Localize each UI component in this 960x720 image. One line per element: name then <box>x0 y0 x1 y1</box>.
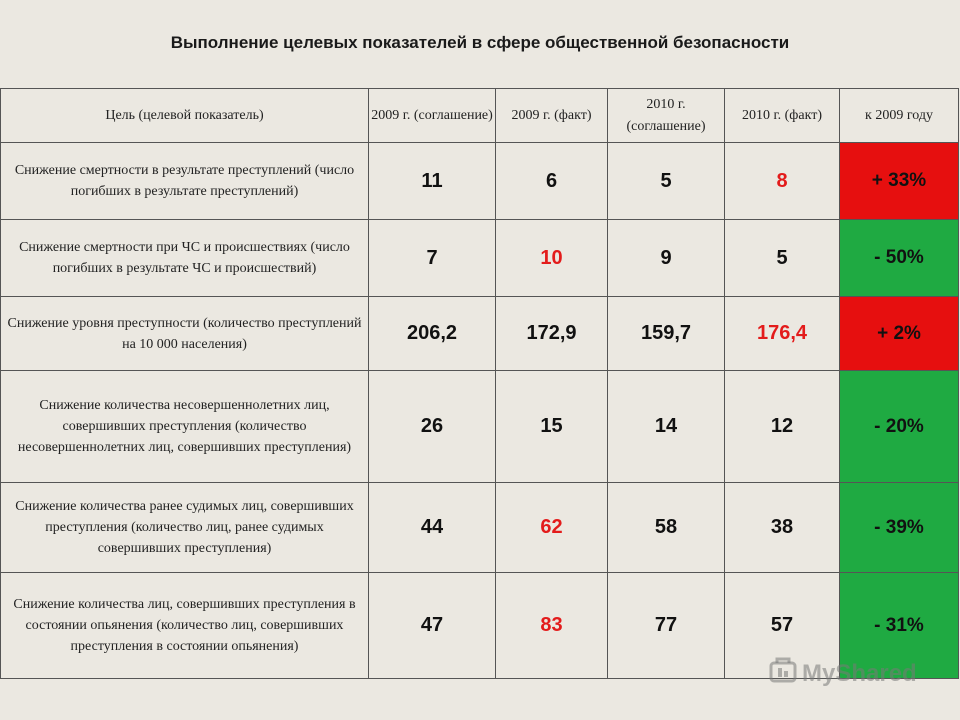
page-title: Выполнение целевых показателей в сфере о… <box>170 33 790 52</box>
value-2010-plan: 159,7 <box>607 296 725 371</box>
goal-cell: Снижение количества несовершеннолетних л… <box>0 370 369 483</box>
value-2009-plan: 11 <box>368 142 496 220</box>
value-2009-fact: 10 <box>495 219 608 297</box>
watermark-text: MyShared <box>802 659 917 687</box>
value-2010-plan: 14 <box>607 370 725 483</box>
value-2010-fact: 12 <box>724 370 840 483</box>
delta-cell: + 33% <box>839 142 959 220</box>
table-row: Снижение количества лиц, совершивших пре… <box>0 572 959 679</box>
value-2010-plan: 5 <box>607 142 725 220</box>
value-2009-fact: 15 <box>495 370 608 483</box>
header-2010-fact: 2010 г. (факт) <box>724 88 840 143</box>
table-row: Снижение уровня преступности (количество… <box>0 296 959 371</box>
delta-cell: - 20% <box>839 370 959 483</box>
value-2009-plan: 47 <box>368 572 496 679</box>
delta-cell: - 31% <box>839 572 959 679</box>
value-2010-fact: 38 <box>724 482 840 573</box>
value-2010-fact: 8 <box>724 142 840 220</box>
watermark: MyShared <box>768 655 917 692</box>
value-2009-plan: 44 <box>368 482 496 573</box>
value-2010-plan: 58 <box>607 482 725 573</box>
delta-cell: - 50% <box>839 219 959 297</box>
header-2010-plan: 2010 г. (соглашение) <box>607 88 725 143</box>
value-2010-plan: 77 <box>607 572 725 679</box>
header-2009-plan: 2009 г. (соглашение) <box>368 88 496 143</box>
value-2009-plan: 26 <box>368 370 496 483</box>
table-row: Снижение смертности в результате преступ… <box>0 142 959 220</box>
goal-cell: Снижение количества лиц, совершивших пре… <box>0 572 369 679</box>
table-row: Снижение количества несовершеннолетних л… <box>0 370 959 483</box>
goal-cell: Снижение смертности в результате преступ… <box>0 142 369 220</box>
value-2009-fact: 172,9 <box>495 296 608 371</box>
header-goal: Цель (целевой показатель) <box>0 88 369 143</box>
value-2009-fact: 62 <box>495 482 608 573</box>
value-2009-plan: 7 <box>368 219 496 297</box>
value-2009-fact: 83 <box>495 572 608 679</box>
value-2009-fact: 6 <box>495 142 608 220</box>
goal-cell: Снижение смертности при ЧС и происшестви… <box>0 219 369 297</box>
header-row: Цель (целевой показатель) 2009 г. (согла… <box>0 88 959 143</box>
table-row: Снижение смертности при ЧС и происшестви… <box>0 219 959 297</box>
header-2009-fact: 2009 г. (факт) <box>495 88 608 143</box>
delta-cell: + 2% <box>839 296 959 371</box>
value-2010-fact: 176,4 <box>724 296 840 371</box>
delta-cell: - 39% <box>839 482 959 573</box>
table-row: Снижение количества ранее судимых лиц, с… <box>0 482 959 573</box>
myshared-logo-icon <box>768 655 802 692</box>
goal-cell: Снижение количества ранее судимых лиц, с… <box>0 482 369 573</box>
goal-cell: Снижение уровня преступности (количество… <box>0 296 369 371</box>
header-vs-2009: к 2009 году <box>839 88 959 143</box>
value-2009-plan: 206,2 <box>368 296 496 371</box>
value-2010-fact: 57 <box>724 572 840 679</box>
value-2010-fact: 5 <box>724 219 840 297</box>
value-2010-plan: 9 <box>607 219 725 297</box>
indicators-table: Цель (целевой показатель) 2009 г. (согла… <box>0 88 959 679</box>
